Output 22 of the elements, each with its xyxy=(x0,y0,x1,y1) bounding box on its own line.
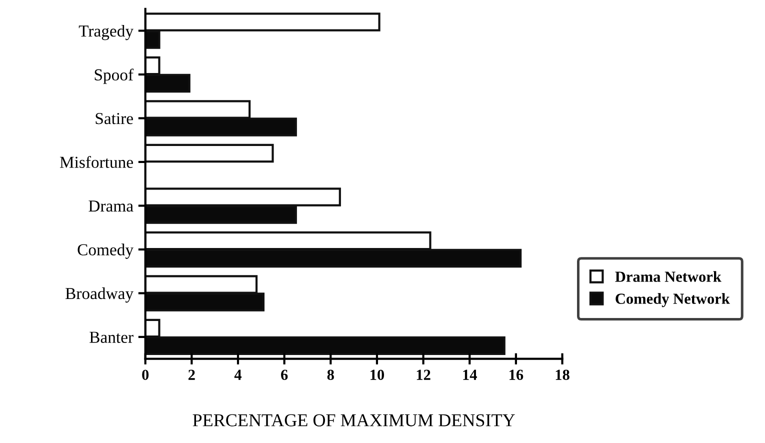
x-tick-label: 6 xyxy=(281,370,288,380)
y-tick-label: Tragedy xyxy=(78,24,134,40)
y-tick-label: Banter xyxy=(90,332,134,343)
y-tick-label: Comedy xyxy=(78,244,134,259)
y-tick-label: Drama xyxy=(88,200,134,212)
legend-label: Drama Network xyxy=(615,271,722,282)
bar xyxy=(145,144,274,163)
x-tick-label: 16 xyxy=(510,370,524,380)
x-tick-label: 0 xyxy=(142,370,149,380)
y-tick-label: Spoof xyxy=(94,68,134,84)
x-axis-title: PERCENTAGE OF MAXIMUM DENSITY xyxy=(192,414,515,426)
x-tick-label: 2 xyxy=(188,370,195,380)
x-tick-label: 12 xyxy=(416,370,430,380)
x-tick-label: 8 xyxy=(327,370,334,380)
y-tick-label: Misfortune xyxy=(60,156,133,168)
x-tick-label: 4 xyxy=(234,370,242,380)
y-tick-label: Satire xyxy=(96,112,133,124)
legend-label: Comedy Network xyxy=(616,293,730,308)
x-tick-label: 18 xyxy=(556,370,570,380)
x-tick-label: 10 xyxy=(370,370,384,380)
x-tick-label: 14 xyxy=(463,370,477,380)
y-tick-label: Broadway xyxy=(66,287,134,303)
